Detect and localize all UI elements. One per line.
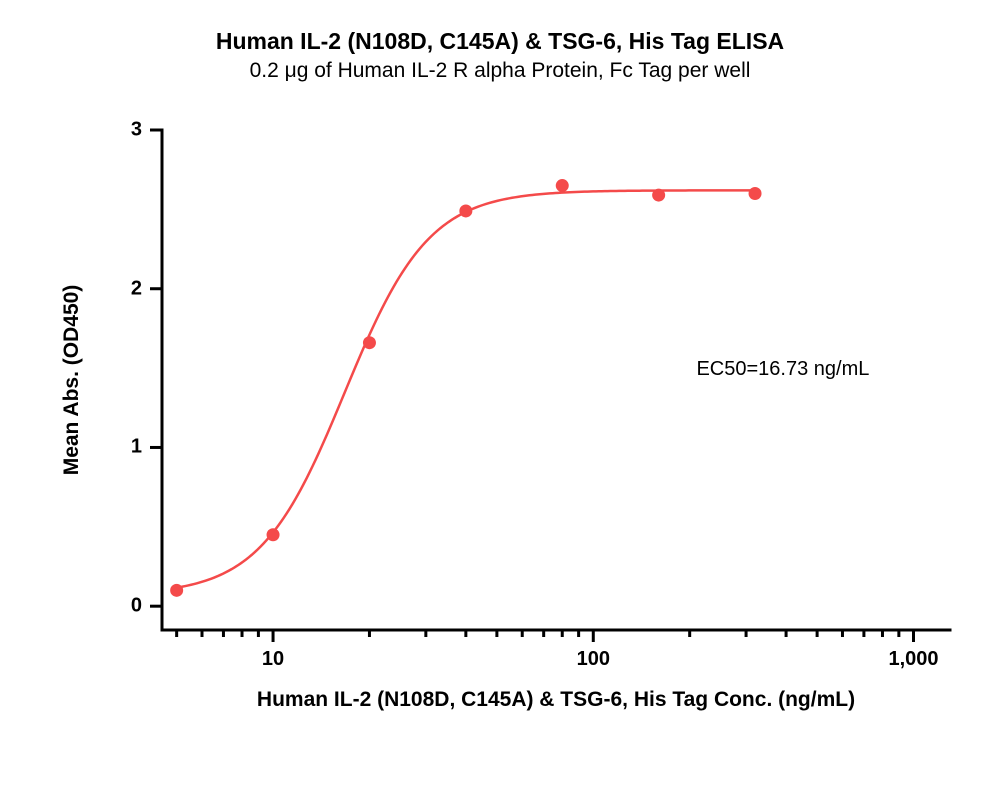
ec50-annotation: EC50=16.73 ng/mL	[696, 358, 869, 381]
y-axis-label: Mean Abs. (OD450)	[60, 285, 84, 476]
chart-title-main: Human IL-2 (N108D, C145A) & TSG-6, His T…	[0, 28, 1000, 55]
data-point	[556, 179, 569, 192]
x-tick-label: 1,000	[888, 648, 938, 671]
data-point	[363, 336, 376, 349]
x-axis-label: Human IL-2 (N108D, C145A) & TSG-6, His T…	[257, 688, 855, 712]
data-point	[749, 187, 762, 200]
y-tick-label: 2	[131, 277, 142, 300]
chart-title-block: Human IL-2 (N108D, C145A) & TSG-6, His T…	[0, 28, 1000, 83]
data-point	[459, 204, 472, 217]
fit-curve	[177, 190, 755, 587]
x-tick-label: 100	[577, 648, 610, 671]
x-tick-label: 10	[262, 648, 284, 671]
data-point	[170, 584, 183, 597]
data-point	[267, 528, 280, 541]
y-tick-label: 3	[131, 119, 142, 142]
y-tick-label: 0	[131, 595, 142, 618]
chart-container: Human IL-2 (N108D, C145A) & TSG-6, His T…	[0, 0, 1000, 800]
y-tick-label: 1	[131, 436, 142, 459]
data-point	[652, 189, 665, 202]
chart-title-sub: 0.2 μg of Human IL-2 R alpha Protein, Fc…	[0, 59, 1000, 83]
